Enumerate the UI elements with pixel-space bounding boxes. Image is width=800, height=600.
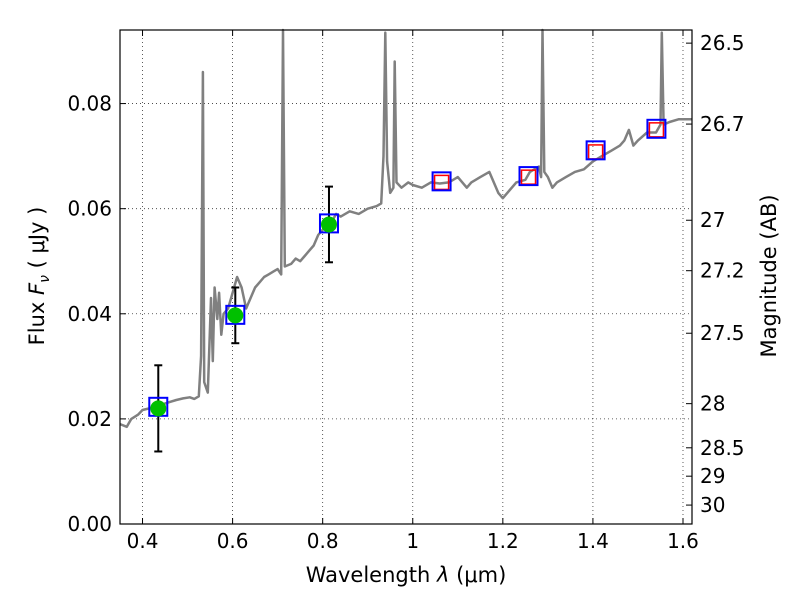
x-axis-label: Wavelength λ (μm) <box>306 563 507 587</box>
observed-photometry-point <box>227 307 244 324</box>
grid-lines <box>120 30 692 525</box>
y-tick-label: 0.08 <box>67 92 112 116</box>
x-tick-label: 1 <box>406 529 419 553</box>
y-tick-label: 0.06 <box>67 197 112 221</box>
axes-layer: 0.4 0.6 0.8 1 1.2 1.4 1.6 0.00 0.02 0.04 0.06 0.08 2… <box>67 29 745 553</box>
plot-frame <box>119 29 693 525</box>
y-tick-label: 0.00 <box>67 512 112 536</box>
spectrum-layer <box>119 28 692 429</box>
x-tick-label: 1.4 <box>577 529 609 553</box>
y2-tick-label: 27.2 <box>700 259 745 283</box>
model-photometry-marker <box>646 118 667 139</box>
observed-photometry-point <box>150 400 167 417</box>
observed-photometry-point <box>320 216 337 233</box>
y2-axis-label: Magnitude (AB) <box>757 194 781 357</box>
spectrum-line <box>119 28 692 429</box>
y2-tick-label: 26.5 <box>700 31 745 55</box>
x-tick-label: 0.6 <box>217 529 249 553</box>
y2-tick-label: 28.5 <box>700 436 745 460</box>
y2-tick-label: 30 <box>700 493 725 517</box>
x-tick-label: 1.6 <box>667 529 699 553</box>
y2-tick-label: 26.7 <box>700 112 745 136</box>
marker-layer <box>148 118 667 453</box>
model-photometry-marker <box>225 304 246 325</box>
model-photometry-marker <box>431 171 452 192</box>
y2-tick-label: 27.5 <box>700 321 745 345</box>
x-tick-label: 0.4 <box>127 529 159 553</box>
y2-tick-label: 27 <box>700 208 725 232</box>
y2-tick-label: 28 <box>700 392 725 416</box>
y2-tick-label: 29 <box>700 464 725 488</box>
y-tick-label: 0.04 <box>67 302 112 326</box>
x-tick-label: 0.8 <box>307 529 339 553</box>
model-photometry-marker <box>518 166 539 187</box>
model-photometry-marker <box>585 140 606 161</box>
x-tick-label: 1.2 <box>487 529 519 553</box>
y-axis-label: Flux Fν ( μJy ) <box>25 207 53 346</box>
y-tick-label: 0.02 <box>67 407 112 431</box>
